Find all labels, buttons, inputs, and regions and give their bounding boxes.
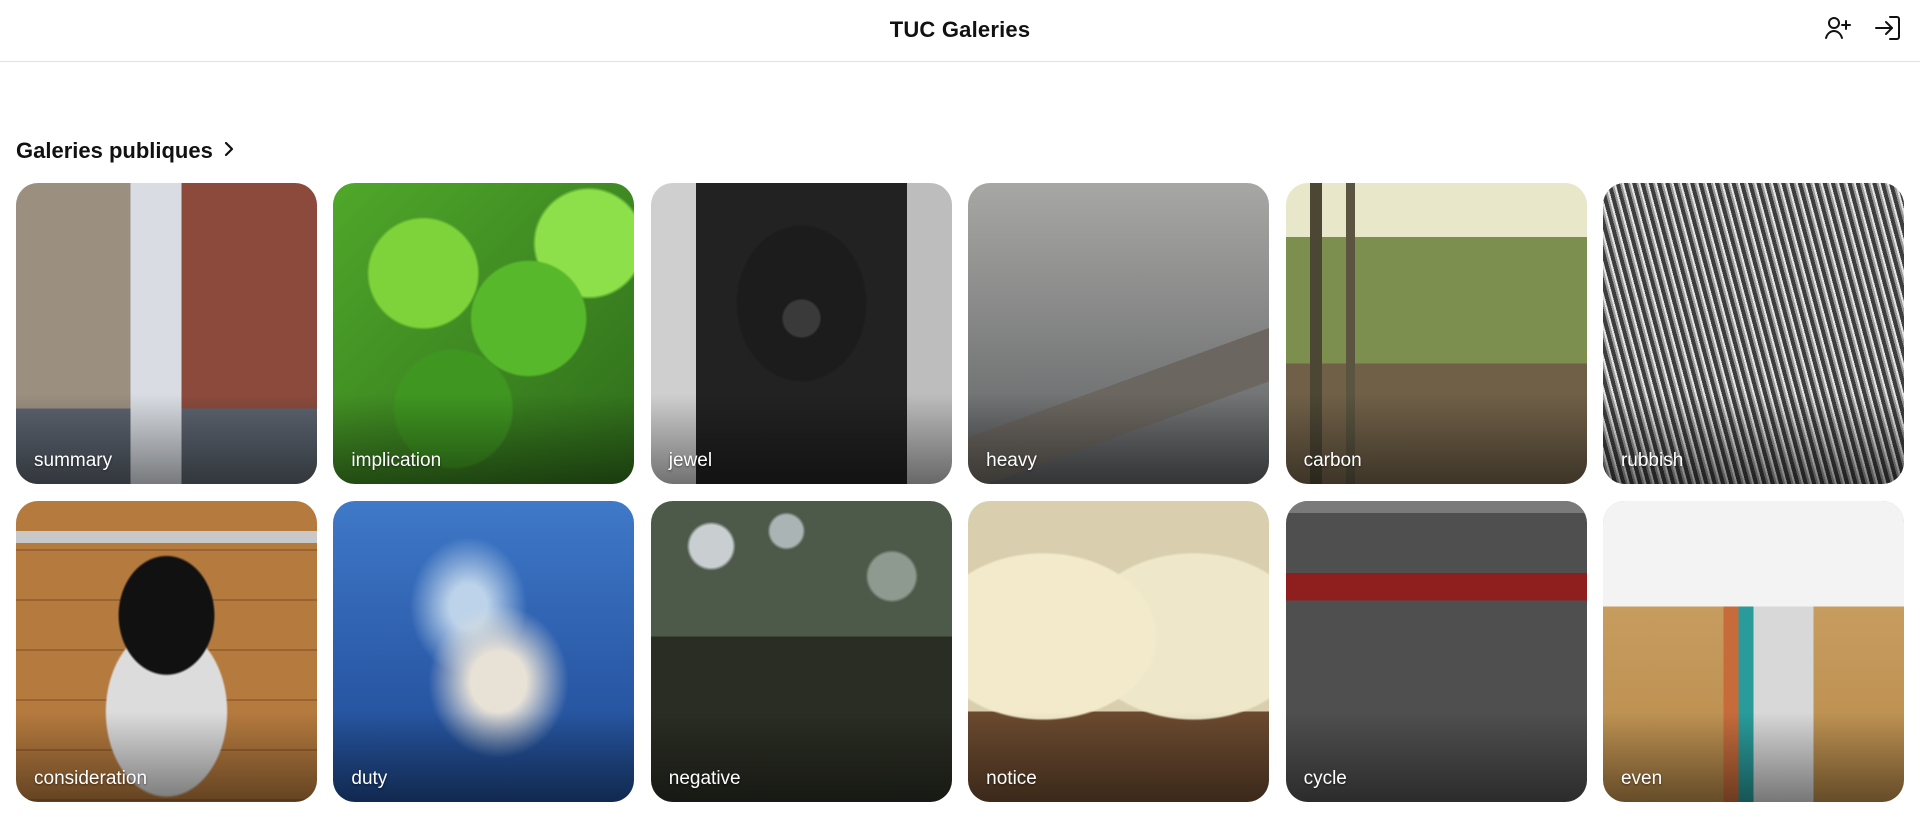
login-icon — [1873, 13, 1903, 48]
gallery-thumbnail — [16, 183, 317, 484]
gallery-card-summary[interactable]: summary — [16, 183, 317, 484]
add-user-icon — [1823, 13, 1853, 48]
gallery-thumbnail — [968, 183, 1270, 484]
gallery-label: rubbish — [1620, 450, 1684, 471]
gallery-label: summary — [34, 450, 113, 471]
gallery-card-negative[interactable]: negative — [650, 501, 952, 802]
gallery-label: implication — [351, 450, 442, 471]
header-actions — [1822, 14, 1904, 46]
gallery-card-rubbish[interactable]: rubbish — [1602, 183, 1904, 484]
gallery-grid: summary implication jewel heavy carbon r… — [16, 183, 1904, 802]
gallery-card-jewel[interactable]: jewel — [650, 183, 952, 484]
gallery-label: heavy — [986, 450, 1037, 471]
gallery-card-even[interactable]: even — [1602, 501, 1904, 802]
gallery-label: consideration — [34, 768, 148, 789]
gallery-thumbnail — [333, 501, 635, 802]
add-user-button[interactable] — [1822, 14, 1854, 46]
gallery-thumbnail — [333, 183, 635, 484]
gallery-label: carbon — [1303, 450, 1362, 471]
gallery-card-duty[interactable]: duty — [333, 501, 635, 802]
gallery-thumbnail — [650, 501, 952, 802]
gallery-thumbnail — [1285, 501, 1587, 802]
gallery-card-carbon[interactable]: carbon — [1285, 183, 1587, 484]
gallery-thumbnail — [650, 183, 952, 484]
app-title: TUC Galeries — [889, 17, 1031, 42]
gallery-thumbnail — [1285, 183, 1587, 484]
gallery-thumbnail — [16, 501, 317, 802]
gallery-card-implication[interactable]: implication — [333, 183, 635, 484]
gallery-card-cycle[interactable]: cycle — [1285, 501, 1587, 802]
login-button[interactable] — [1872, 14, 1904, 46]
section-title: Galeries publiques — [16, 138, 213, 163]
public-galleries-link[interactable]: Galeries publiques — [16, 138, 237, 164]
gallery-label: even — [1620, 768, 1663, 789]
gallery-label: notice — [986, 768, 1037, 789]
top-bar: TUC Galeries — [0, 0, 1920, 62]
gallery-label: duty — [351, 768, 388, 789]
gallery-label: cycle — [1303, 768, 1347, 789]
chevron-right-icon — [221, 140, 237, 163]
gallery-thumbnail — [1602, 501, 1904, 802]
gallery-card-consideration[interactable]: consideration — [16, 501, 317, 802]
gallery-thumbnail — [968, 501, 1270, 802]
gallery-card-heavy[interactable]: heavy — [968, 183, 1270, 484]
gallery-label: jewel — [668, 450, 713, 471]
gallery-card-notice[interactable]: notice — [968, 501, 1270, 802]
gallery-label: negative — [668, 768, 741, 789]
gallery-thumbnail — [1602, 183, 1904, 484]
